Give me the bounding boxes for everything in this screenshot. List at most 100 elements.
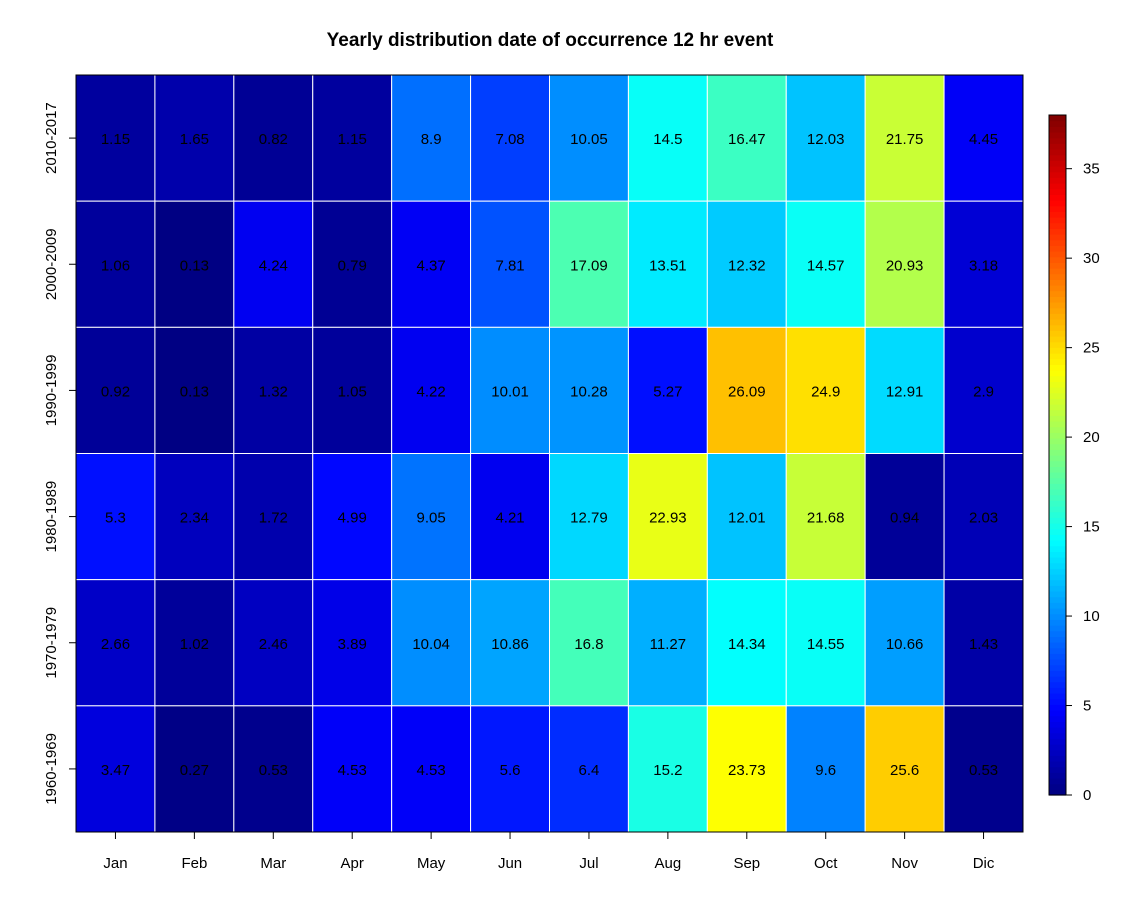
cell-value-label: 0.13: [180, 257, 209, 274]
heatmap-cell: [233, 200, 314, 328]
heatmap-cells: [75, 74, 1024, 833]
heatmap-cell: [391, 200, 472, 328]
heatmap-cell: [470, 579, 551, 707]
heatmap-cell: [312, 326, 393, 455]
cell-value-label: 4.53: [417, 762, 446, 779]
colorbar-segment: [1049, 347, 1066, 354]
colorbar-segment: [1049, 789, 1066, 796]
colorbar-segment: [1049, 466, 1066, 473]
heatmap-cell: [706, 705, 787, 833]
colorbar-tick-label: 20: [1083, 429, 1100, 446]
colorbar-segment: [1049, 766, 1066, 773]
colorbar-segment: [1049, 568, 1066, 575]
cell-value-label: 4.24: [259, 257, 288, 274]
colorbar-segment: [1049, 432, 1066, 439]
colorbar-segment: [1049, 783, 1066, 790]
colorbar-segment: [1049, 715, 1066, 722]
colorbar-segment: [1049, 659, 1066, 666]
colorbar-segment: [1049, 398, 1066, 405]
colorbar-segment: [1049, 443, 1066, 450]
cell-value-label: 0.79: [338, 257, 367, 274]
cell-value-label: 10.05: [570, 131, 608, 148]
chart-title: Yearly distribution date of occurrence 1…: [327, 30, 774, 51]
heatmap-cell: [627, 200, 708, 328]
colorbar-segment: [1049, 307, 1066, 314]
heatmap-cell: [75, 74, 156, 202]
cell-value-label: 16.8: [574, 636, 603, 653]
cell-value-label: 0.13: [180, 383, 209, 400]
colorbar-segment: [1049, 222, 1066, 229]
colorbar-segment: [1049, 472, 1066, 479]
colorbar-segment: [1049, 381, 1066, 388]
colorbar-segment: [1049, 302, 1066, 309]
x-axis: Jan Feb Mar Apr May Jun Jul Aug Sep Oct Nov Dic: [103, 832, 995, 872]
heatmap-cell: [75, 326, 156, 455]
colorbar-segment: [1049, 545, 1066, 552]
cell-value-label: 21.68: [807, 510, 845, 527]
colorbar-segment: [1049, 511, 1066, 518]
cell-value-label: 1.06: [101, 257, 130, 274]
cell-value-label: 0.94: [890, 510, 919, 527]
heatmap-cell: [549, 705, 629, 833]
colorbar-segment: [1049, 234, 1066, 241]
colorbar-segment: [1049, 636, 1066, 643]
colorbar-segment: [1049, 245, 1066, 252]
heatmap-cell: [549, 579, 629, 707]
heatmap-cell: [154, 200, 235, 328]
heatmap-cell: [470, 705, 551, 833]
colorbar-segment: [1049, 602, 1066, 609]
colorbar-segment: [1049, 528, 1066, 535]
colorbar-segment: [1049, 704, 1066, 711]
colorbar-segment: [1049, 523, 1066, 530]
colorbar-segment: [1049, 426, 1066, 433]
colorbar-segment: [1049, 630, 1066, 637]
colorbar-segment: [1049, 772, 1066, 779]
colorbar-segment: [1049, 171, 1066, 178]
cell-value-label: 10.01: [491, 383, 529, 400]
colorbar-segment: [1049, 489, 1066, 496]
y-axis: 2010-2017 2000-2009 1990-1999 1980-1989 1970…: [43, 102, 76, 805]
heatmap-cell: [943, 705, 1024, 833]
cell-value-label: 1.15: [101, 131, 130, 148]
heatmap-cell: [75, 705, 156, 833]
cell-value-label: 0.92: [101, 383, 130, 400]
heatmap-cell: [706, 579, 787, 707]
cell-value-label: 11.27: [650, 636, 686, 653]
colorbar-segment: [1049, 166, 1066, 173]
colorbar-segment: [1049, 319, 1066, 326]
x-tick-label: May: [417, 855, 446, 872]
heatmap-cell: [864, 326, 945, 455]
cell-value-label: 13.51: [649, 257, 687, 274]
colorbar-segment: [1049, 296, 1066, 303]
colorbar-segment: [1049, 642, 1066, 649]
colorbar-segment: [1049, 687, 1066, 694]
x-tick-label: Apr: [341, 855, 364, 872]
colorbar-segment: [1049, 404, 1066, 411]
colorbar-segment: [1049, 483, 1066, 490]
cell-value-label: 5.27: [653, 383, 682, 400]
colorbar-segment: [1049, 710, 1066, 717]
colorbar-segment: [1049, 239, 1066, 246]
colorbar-segment: [1049, 551, 1066, 558]
cell-value-label: 9.6: [815, 762, 836, 779]
heatmap-cell: [864, 200, 945, 328]
x-tick-label: Feb: [181, 855, 207, 872]
heatmap-cell: [943, 453, 1024, 581]
colorbar-segment: [1049, 364, 1066, 371]
colorbar-segment: [1049, 370, 1066, 377]
cell-value-label: 3.47: [101, 762, 130, 779]
colorbar-segment: [1049, 137, 1066, 144]
colorbar-segment: [1049, 449, 1066, 456]
cell-value-label: 4.99: [338, 510, 367, 527]
colorbar-segment: [1049, 653, 1066, 660]
colorbar-tick-label: 15: [1083, 519, 1100, 536]
heatmap-cell: [470, 200, 551, 328]
cell-value-label: 10.86: [491, 636, 529, 653]
cell-value-label: 21.75: [886, 131, 924, 148]
colorbar-segment: [1049, 534, 1066, 541]
colorbar-segment: [1049, 647, 1066, 654]
colorbar-segment: [1049, 421, 1066, 428]
cell-value-label: 14.55: [807, 636, 845, 653]
cell-value-label: 1.05: [338, 383, 367, 400]
